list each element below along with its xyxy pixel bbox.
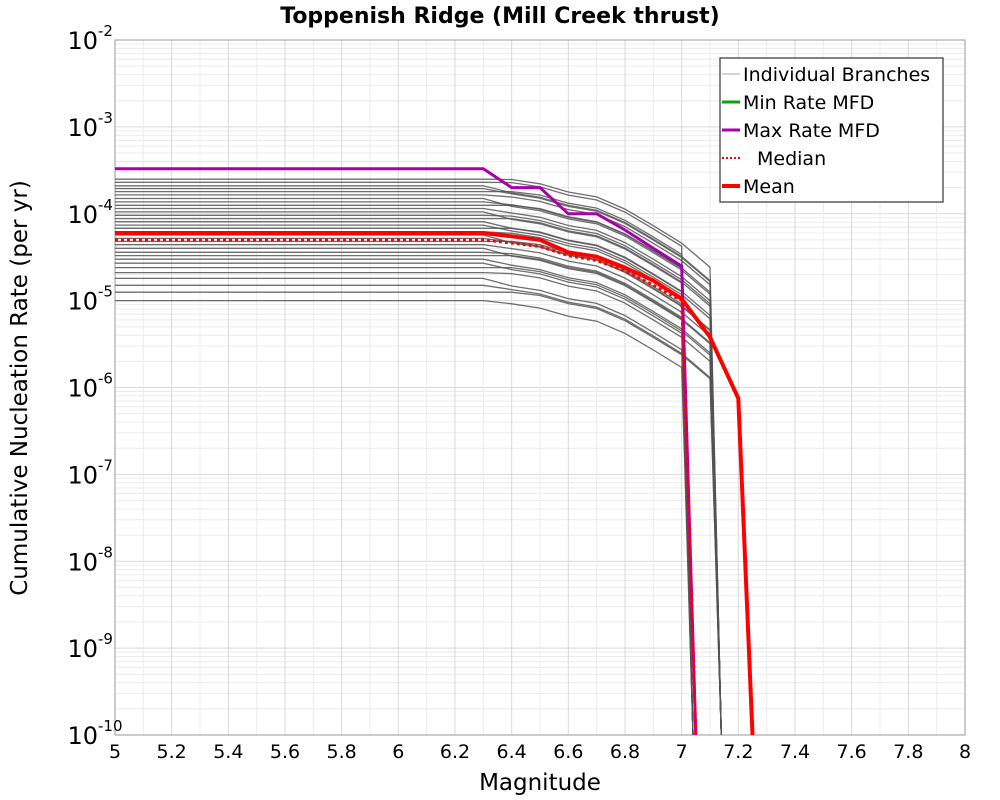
y-tick-base: 10 bbox=[67, 201, 98, 229]
branch-line bbox=[115, 251, 694, 736]
y-tick-exponent: -7 bbox=[98, 456, 113, 474]
series-line-mean bbox=[115, 231, 755, 736]
branch-line bbox=[115, 224, 722, 736]
branch-line bbox=[115, 237, 722, 736]
y-tick-label: 10 -3 bbox=[67, 109, 113, 142]
x-tick-label: 6.2 bbox=[440, 741, 470, 763]
branch-line bbox=[115, 185, 722, 736]
branch-line bbox=[115, 211, 694, 736]
branch-line bbox=[115, 271, 722, 736]
y-tick-base: 10 bbox=[67, 27, 98, 55]
y-tick-exponent: -4 bbox=[98, 196, 113, 214]
branch-line bbox=[115, 262, 694, 736]
x-tick-label: 5.6 bbox=[270, 741, 300, 763]
x-tick-label: 5.2 bbox=[157, 741, 187, 763]
y-tick-label: 10 -8 bbox=[67, 543, 113, 576]
legend-label: Median bbox=[757, 148, 826, 170]
branch-line bbox=[115, 258, 722, 736]
y-tick-base: 10 bbox=[67, 114, 98, 142]
legend: Individual Branches Min Rate MFD Max Rate … bbox=[719, 57, 944, 203]
y-tick-base: 10 bbox=[67, 288, 98, 316]
branch-line bbox=[115, 291, 722, 736]
branch-line bbox=[115, 254, 722, 736]
y-tick-base: 10 bbox=[67, 635, 98, 663]
branch-line bbox=[115, 221, 694, 736]
x-tick-label: 5.8 bbox=[327, 741, 357, 763]
x-tick-label: 7.2 bbox=[723, 741, 753, 763]
y-tick-base: 10 bbox=[67, 461, 98, 489]
y-tick-label: 10 -9 bbox=[67, 630, 113, 663]
y-tick-label: 10 -5 bbox=[67, 283, 113, 316]
branch-line bbox=[115, 284, 722, 736]
x-tick-label: 7.4 bbox=[780, 741, 810, 763]
series-line-max-rate-mfd bbox=[115, 167, 698, 736]
branch-line bbox=[115, 181, 694, 736]
branch-line bbox=[115, 247, 722, 736]
branch-line bbox=[115, 214, 722, 736]
branch-line bbox=[115, 244, 722, 736]
y-axis-label: Cumulative Nucleation Rate (per yr) bbox=[7, 180, 33, 596]
branch-line bbox=[115, 266, 722, 736]
x-tick-label: 6.4 bbox=[497, 741, 527, 763]
branch-line bbox=[115, 201, 694, 736]
y-tick-base: 10 bbox=[67, 722, 98, 750]
y-tick-base: 10 bbox=[67, 375, 98, 403]
branch-line bbox=[115, 178, 722, 736]
branch-line bbox=[115, 234, 722, 736]
y-tick-label: 10 -7 bbox=[67, 456, 113, 489]
x-tick-label: 7 bbox=[676, 741, 688, 763]
x-tick-label: 5.4 bbox=[213, 741, 243, 763]
y-tick-exponent: -2 bbox=[98, 22, 113, 40]
y-tick-exponent: -5 bbox=[98, 283, 113, 301]
y-tick-labels: 10-210-310-410-510-610-710-810-910-10 bbox=[67, 22, 122, 750]
x-axis-label: Magnitude bbox=[479, 770, 601, 796]
legend-label: Individual Branches bbox=[743, 64, 930, 86]
x-tick-labels: 5 5.2 5.4 5.6 5.8 6 6.2 6.4 6.6 6.8 7 7.2 7.4 7.6 7.8 8 bbox=[109, 741, 971, 763]
legend-label: Max Rate MFD bbox=[743, 120, 880, 142]
y-tick-label: 10 -6 bbox=[67, 370, 113, 403]
y-tick-exponent: -6 bbox=[98, 370, 113, 388]
legend-label: Min Rate MFD bbox=[743, 92, 874, 114]
branch-line bbox=[115, 277, 694, 736]
x-tick-label: 7.8 bbox=[893, 741, 923, 763]
x-tick-label: 6 bbox=[392, 741, 404, 763]
branch-line bbox=[115, 187, 722, 736]
chart-title: Toppenish Ridge (Mill Creek thrust) bbox=[280, 4, 720, 29]
legend-box bbox=[719, 57, 944, 203]
y-tick-base: 10 bbox=[67, 548, 98, 576]
x-tick-label: 6.8 bbox=[610, 741, 640, 763]
series-line-median bbox=[115, 238, 698, 736]
y-tick-exponent: -10 bbox=[98, 717, 123, 735]
x-tick-label: 5 bbox=[109, 741, 121, 763]
plot-area bbox=[114, 39, 966, 736]
x-tick-label: 6.6 bbox=[553, 741, 583, 763]
y-tick-exponent: -9 bbox=[98, 630, 113, 648]
y-tick-label: 10 -4 bbox=[67, 196, 113, 229]
branch-line bbox=[115, 299, 694, 736]
y-tick-exponent: -3 bbox=[98, 109, 113, 127]
branch-line bbox=[115, 217, 722, 736]
series-lines bbox=[115, 167, 755, 736]
branch-line bbox=[115, 207, 722, 736]
y-tick-label: 10 -10 bbox=[67, 717, 122, 750]
y-tick-exponent: -8 bbox=[98, 543, 113, 561]
y-tick-label: 10 -2 bbox=[67, 22, 113, 55]
legend-label: Mean bbox=[743, 176, 795, 198]
branch-line bbox=[115, 197, 722, 736]
x-tick-label: 7.6 bbox=[837, 741, 867, 763]
x-tick-label: 8 bbox=[959, 741, 971, 763]
